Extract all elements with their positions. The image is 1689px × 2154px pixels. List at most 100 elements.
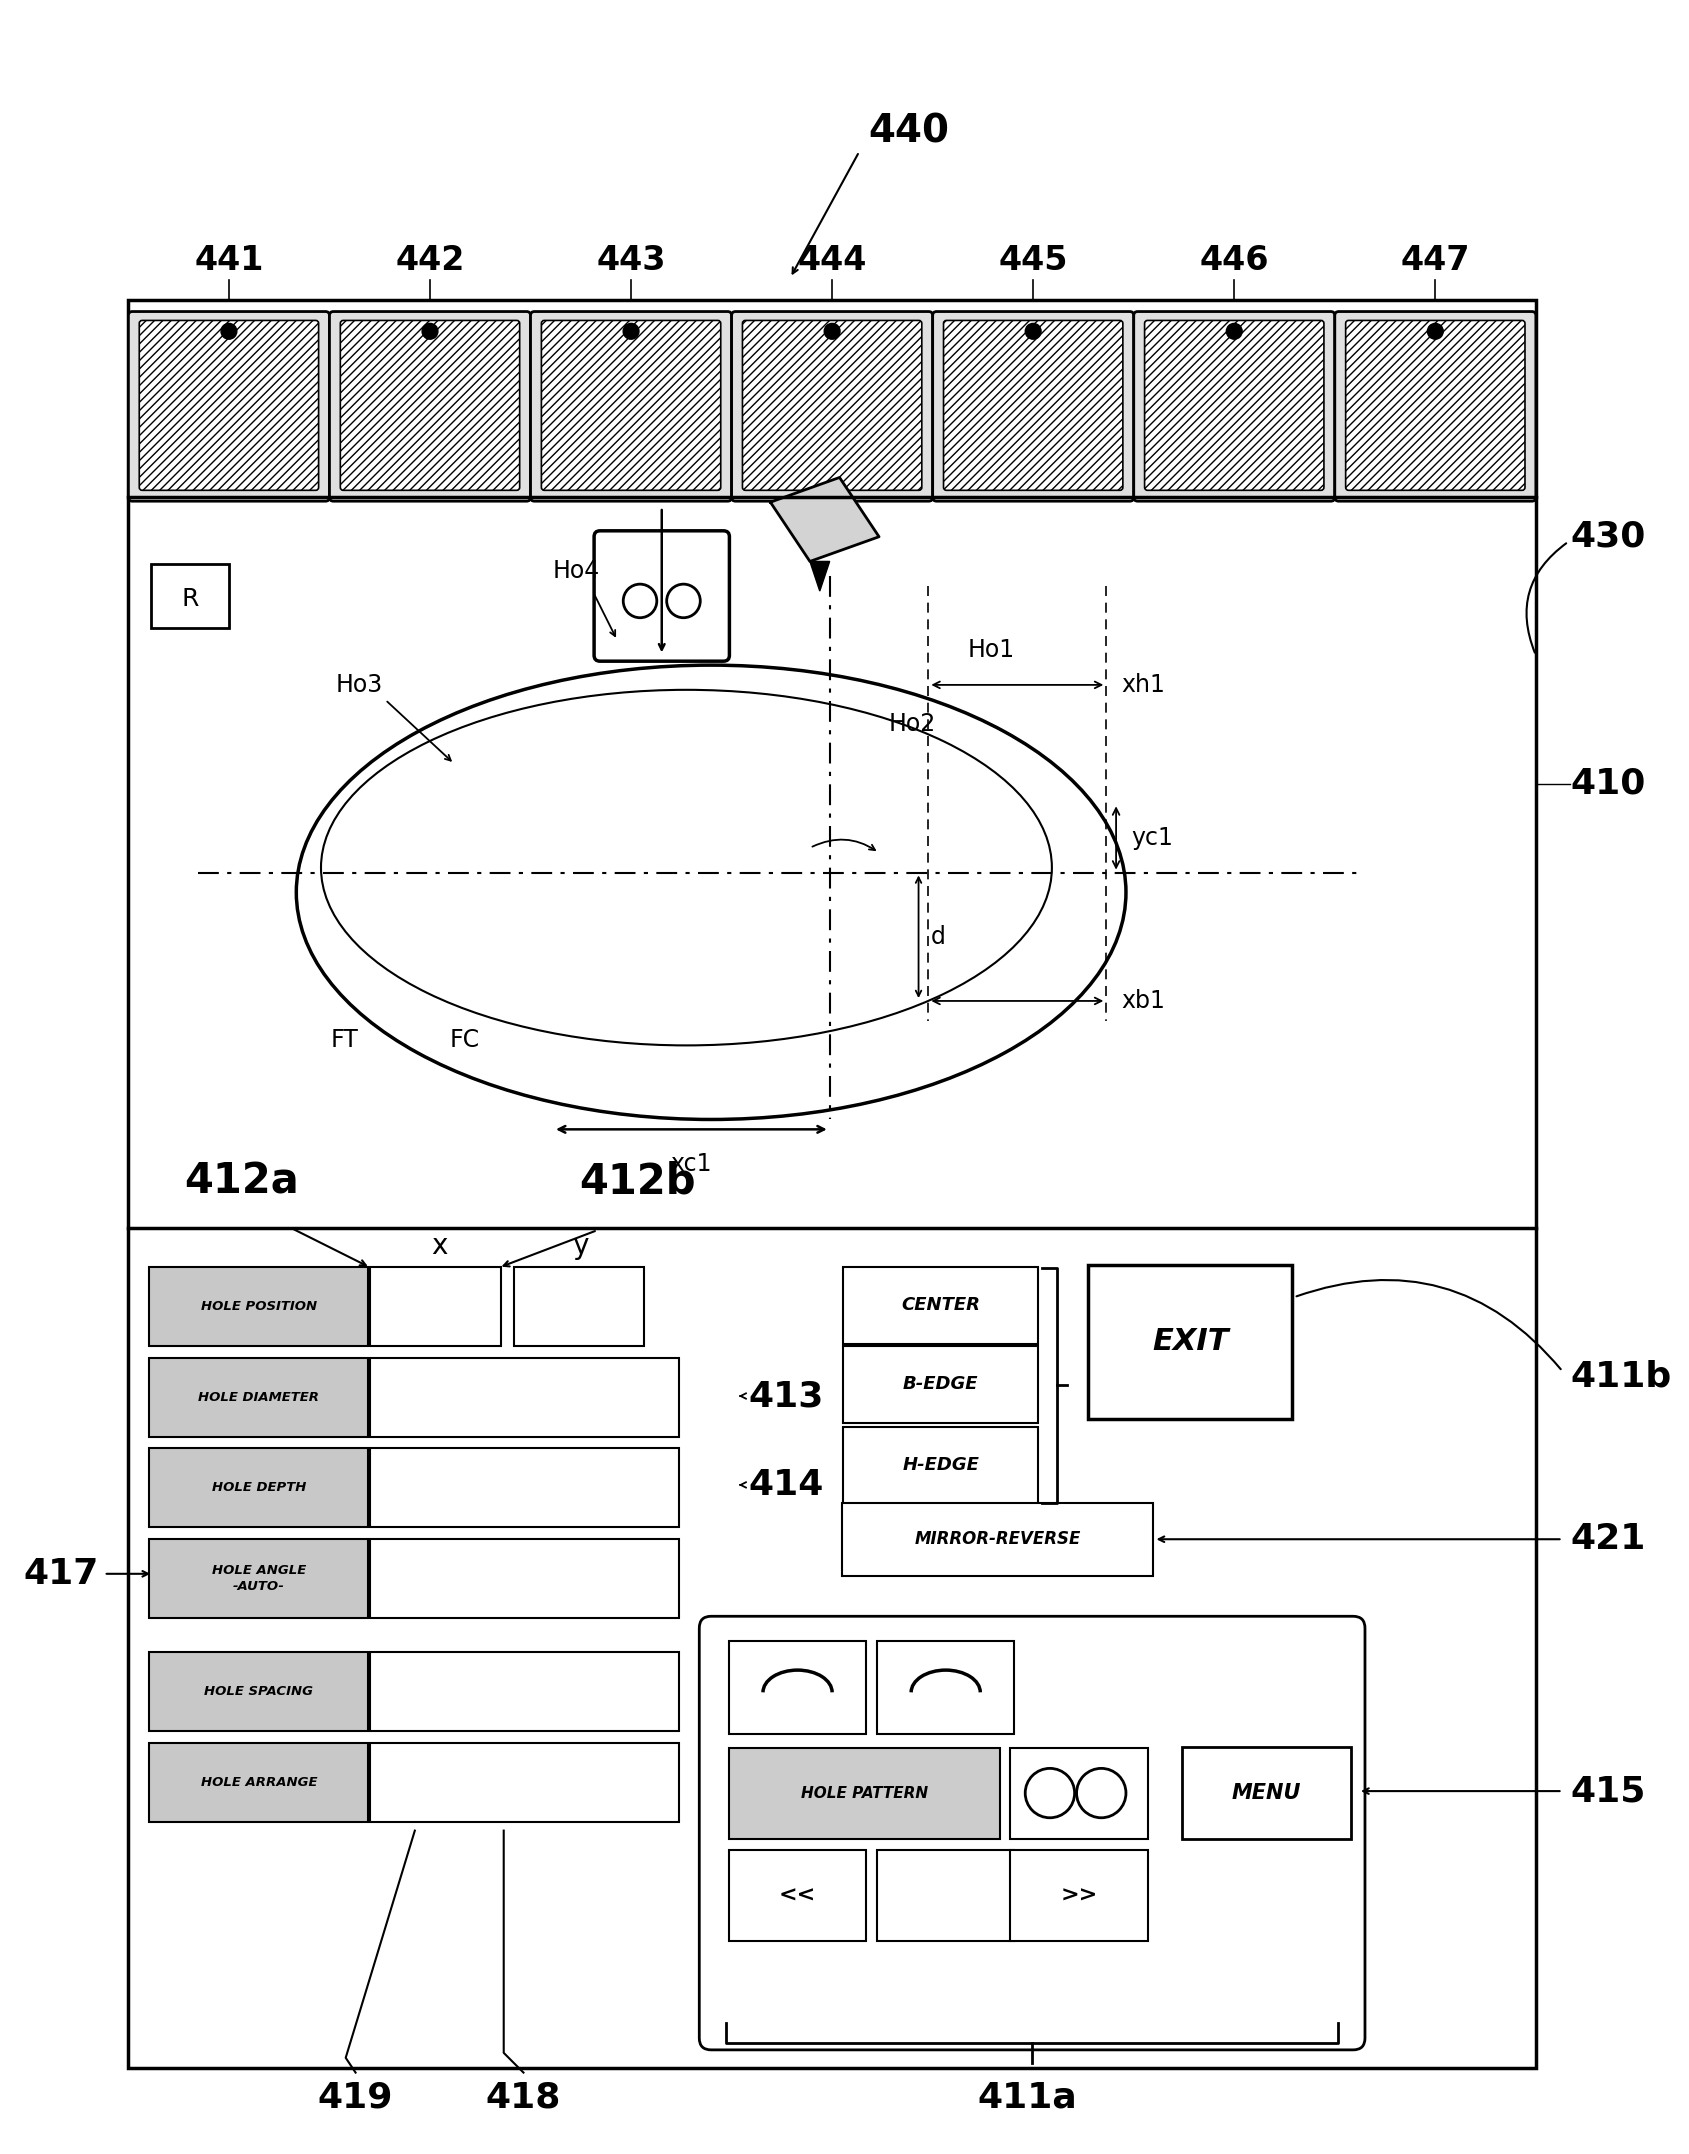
Text: 418: 418	[486, 2081, 561, 2115]
FancyBboxPatch shape	[370, 1652, 679, 1732]
FancyBboxPatch shape	[1088, 1264, 1292, 1419]
Text: y: y	[573, 1232, 589, 1260]
FancyBboxPatch shape	[149, 1267, 368, 1346]
Text: 415: 415	[1571, 1775, 1645, 1807]
Text: EXIT: EXIT	[1152, 1327, 1228, 1357]
Text: MIRROR-REVERSE: MIRROR-REVERSE	[914, 1529, 1081, 1549]
Text: HOLE POSITION: HOLE POSITION	[201, 1299, 318, 1312]
Circle shape	[221, 323, 236, 338]
Text: -AUTO-: -AUTO-	[233, 1581, 285, 1594]
Text: 419: 419	[318, 2081, 394, 2115]
FancyBboxPatch shape	[370, 1357, 679, 1437]
FancyBboxPatch shape	[1010, 1747, 1149, 1840]
Circle shape	[824, 323, 839, 338]
Text: yc1: yc1	[1132, 825, 1172, 851]
FancyBboxPatch shape	[1334, 312, 1535, 502]
FancyBboxPatch shape	[1182, 1747, 1351, 1840]
Text: xh1: xh1	[1121, 672, 1165, 698]
Text: 417: 417	[24, 1557, 98, 1592]
FancyBboxPatch shape	[339, 321, 520, 491]
Text: 444: 444	[797, 243, 866, 276]
FancyBboxPatch shape	[530, 312, 731, 502]
Text: <<: <<	[779, 1885, 816, 1906]
Text: 440: 440	[868, 112, 949, 151]
Text: 412b: 412b	[579, 1161, 696, 1202]
FancyBboxPatch shape	[843, 1346, 1039, 1422]
FancyBboxPatch shape	[877, 1850, 1015, 1941]
FancyBboxPatch shape	[128, 312, 329, 502]
Circle shape	[623, 323, 638, 338]
Text: HOLE ANGLE: HOLE ANGLE	[211, 1564, 306, 1577]
Text: HOLE SPACING: HOLE SPACING	[204, 1684, 312, 1697]
Text: R: R	[182, 586, 199, 612]
Text: CENTER: CENTER	[902, 1297, 980, 1314]
FancyBboxPatch shape	[149, 1743, 368, 1822]
Text: 447: 447	[1400, 243, 1469, 276]
FancyBboxPatch shape	[149, 1447, 368, 1527]
FancyBboxPatch shape	[877, 1641, 1015, 1734]
FancyBboxPatch shape	[1145, 321, 1324, 491]
FancyBboxPatch shape	[932, 312, 1133, 502]
FancyBboxPatch shape	[730, 1850, 866, 1941]
Text: FT: FT	[331, 1027, 358, 1053]
Text: 441: 441	[194, 243, 263, 276]
Text: H-EDGE: H-EDGE	[902, 1456, 980, 1473]
Text: 442: 442	[395, 243, 464, 276]
FancyBboxPatch shape	[370, 1743, 679, 1822]
FancyBboxPatch shape	[149, 1357, 368, 1437]
FancyBboxPatch shape	[1010, 1850, 1149, 1941]
FancyBboxPatch shape	[542, 321, 721, 491]
Text: xc1: xc1	[671, 1152, 713, 1176]
Text: HOLE PATTERN: HOLE PATTERN	[801, 1786, 927, 1801]
Text: 413: 413	[748, 1379, 824, 1413]
FancyBboxPatch shape	[138, 321, 319, 491]
FancyBboxPatch shape	[843, 1503, 1152, 1577]
FancyBboxPatch shape	[743, 321, 922, 491]
Circle shape	[1226, 323, 1241, 338]
Circle shape	[1025, 323, 1040, 338]
Polygon shape	[811, 562, 829, 590]
Text: >>: >>	[1061, 1885, 1098, 1906]
Text: 414: 414	[748, 1467, 824, 1501]
Text: Ho3: Ho3	[336, 672, 383, 698]
FancyBboxPatch shape	[843, 1426, 1039, 1503]
FancyBboxPatch shape	[370, 1540, 679, 1618]
FancyBboxPatch shape	[730, 1641, 866, 1734]
FancyBboxPatch shape	[731, 312, 932, 502]
Circle shape	[1427, 323, 1442, 338]
FancyBboxPatch shape	[843, 1267, 1039, 1344]
FancyBboxPatch shape	[513, 1267, 644, 1346]
FancyBboxPatch shape	[370, 1267, 500, 1346]
FancyBboxPatch shape	[149, 1652, 368, 1732]
Text: x: x	[431, 1232, 448, 1260]
FancyBboxPatch shape	[1346, 321, 1525, 491]
FancyBboxPatch shape	[149, 1540, 368, 1618]
Circle shape	[422, 323, 437, 338]
FancyBboxPatch shape	[595, 530, 730, 661]
Text: MENU: MENU	[1231, 1784, 1302, 1803]
Text: xb1: xb1	[1121, 989, 1165, 1012]
Text: 411a: 411a	[978, 2081, 1078, 2115]
FancyBboxPatch shape	[944, 321, 1123, 491]
Text: Ho2: Ho2	[888, 713, 936, 737]
Text: HOLE DEPTH: HOLE DEPTH	[211, 1482, 306, 1495]
Text: Ho4: Ho4	[552, 560, 600, 584]
Text: 446: 446	[1199, 243, 1268, 276]
FancyBboxPatch shape	[1133, 312, 1334, 502]
Text: 445: 445	[998, 243, 1067, 276]
Text: 443: 443	[596, 243, 665, 276]
Text: Ho1: Ho1	[968, 638, 1015, 661]
Text: 421: 421	[1571, 1523, 1645, 1555]
FancyBboxPatch shape	[730, 1747, 1000, 1840]
Text: 412a: 412a	[184, 1161, 299, 1202]
Text: B-EDGE: B-EDGE	[904, 1374, 978, 1394]
Text: d: d	[931, 924, 946, 948]
Text: HOLE DIAMETER: HOLE DIAMETER	[198, 1391, 319, 1404]
Text: 410: 410	[1571, 767, 1645, 801]
FancyBboxPatch shape	[370, 1447, 679, 1527]
Text: 411b: 411b	[1571, 1359, 1672, 1394]
Text: HOLE ARRANGE: HOLE ARRANGE	[201, 1775, 318, 1788]
Text: FC: FC	[449, 1027, 480, 1053]
Polygon shape	[770, 478, 878, 562]
Text: 430: 430	[1571, 519, 1645, 554]
